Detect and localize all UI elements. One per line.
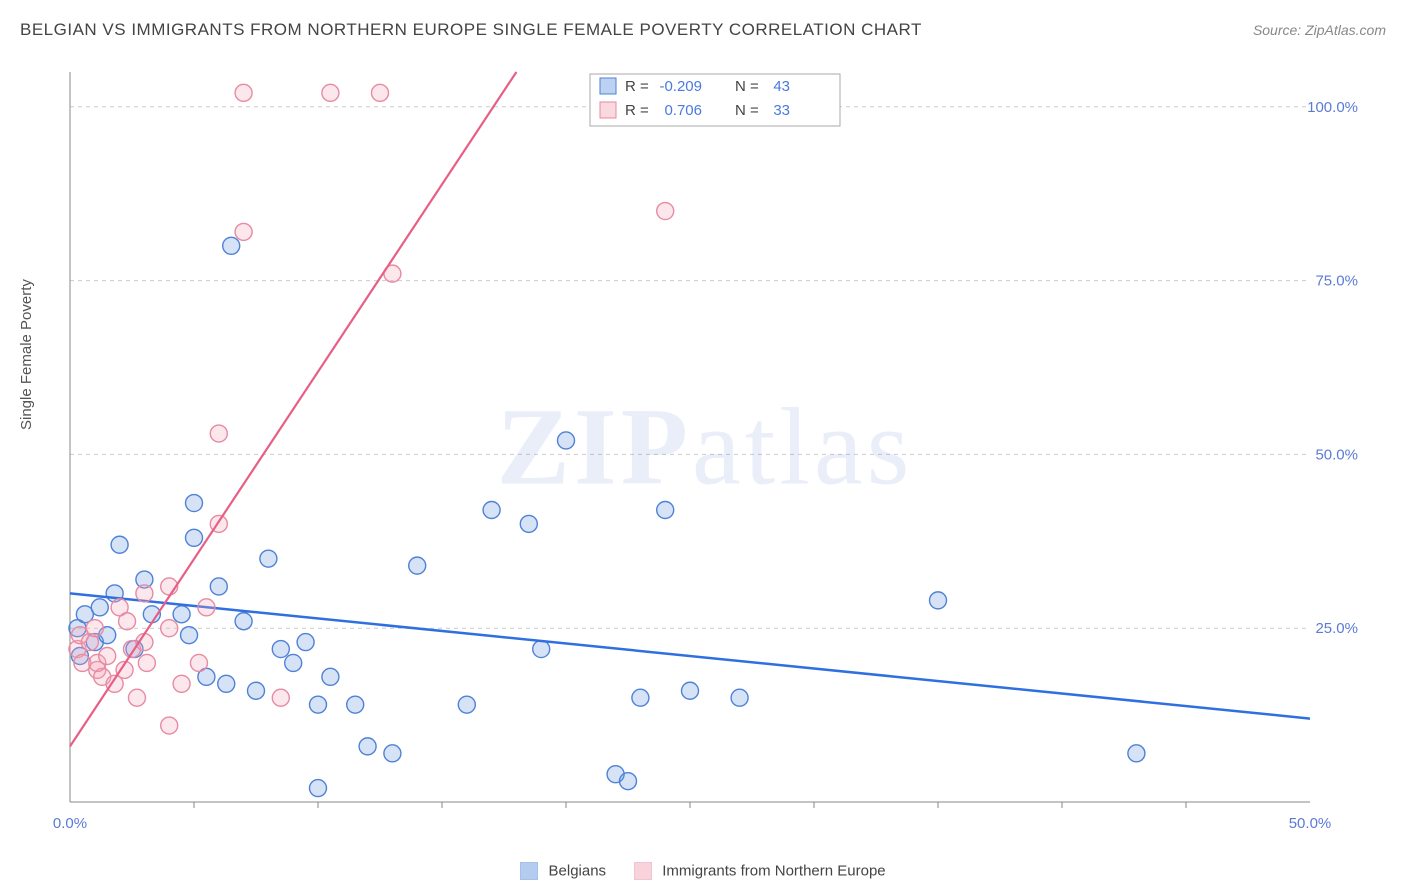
svg-text:R =: R = (625, 78, 649, 95)
svg-text:25.0%: 25.0% (1315, 620, 1358, 637)
svg-text:0.0%: 0.0% (53, 815, 87, 832)
chart-title: BELGIAN VS IMMIGRANTS FROM NORTHERN EURO… (20, 20, 922, 40)
svg-text:33: 33 (773, 102, 790, 119)
header: BELGIAN VS IMMIGRANTS FROM NORTHERN EURO… (20, 20, 1386, 40)
legend-item-immigrants: Immigrants from Northern Europe (634, 862, 886, 880)
scatter-chart: 25.0% 50.0% 75.0% 100.0% 0.0% 50.0% R = -0.209 N… (50, 62, 1360, 832)
svg-text:50.0%: 50.0% (1289, 815, 1332, 832)
legend-item-belgians: Belgians (520, 862, 606, 880)
svg-text:43: 43 (773, 78, 790, 95)
svg-text:75.0%: 75.0% (1315, 273, 1358, 290)
svg-text:-0.209: -0.209 (659, 78, 702, 95)
legend-immigrants-label: Immigrants from Northern Europe (662, 863, 885, 880)
svg-text:N =: N = (735, 102, 759, 119)
legend-bottom: Belgians Immigrants from Northern Europe (0, 862, 1406, 880)
svg-text:R =: R = (625, 102, 649, 119)
y-axis-label: Single Female Poverty (18, 279, 35, 430)
svg-text:N =: N = (735, 78, 759, 95)
swatch-immigrants (634, 862, 652, 880)
svg-text:50.0%: 50.0% (1315, 446, 1358, 463)
svg-text:100.0%: 100.0% (1307, 99, 1358, 116)
source-label: Source: ZipAtlas.com (1253, 22, 1386, 38)
svg-text:0.706: 0.706 (664, 102, 702, 119)
swatch-belgians (520, 862, 538, 880)
legend-belgians-label: Belgians (549, 863, 607, 880)
plot-area: ZIPatlas 25.0%50.0%75.0%100.0%0.0%50.0%R… (50, 62, 1360, 832)
